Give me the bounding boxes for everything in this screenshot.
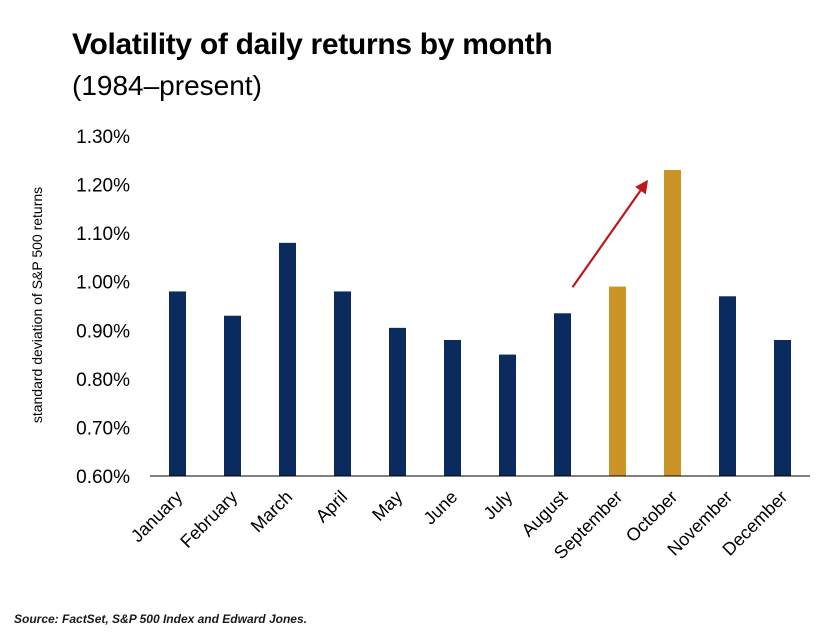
y-tick-label: 1.30% [76, 127, 130, 148]
bar-may [389, 327, 406, 476]
bars [169, 170, 791, 476]
bar-february [224, 315, 241, 476]
chart-title: Volatility of daily returns by month [72, 28, 553, 61]
bar-september [609, 286, 626, 476]
y-tick-label: 0.70% [76, 418, 130, 439]
bar-august [554, 313, 571, 476]
bar-june [444, 340, 461, 476]
y-tick-label: 1.20% [76, 176, 130, 197]
x-tick-label: February [176, 487, 241, 552]
bar-july [499, 354, 516, 476]
x-tick-label: May [368, 487, 406, 525]
trend-arrow [571, 179, 649, 288]
x-tick-label: August [518, 487, 572, 541]
y-axis-title: standard deviation of S&P 500 returns [29, 187, 45, 423]
y-tick-label: 0.80% [76, 370, 130, 391]
bar-november [719, 296, 736, 476]
chart-source: Source: FactSet, S&P 500 Index and Edwar… [14, 612, 307, 626]
x-tick-label: March [247, 487, 297, 537]
x-tick-label: July [480, 487, 517, 524]
bar-april [334, 291, 351, 476]
y-tick-label: 1.00% [76, 273, 130, 294]
bar-january [169, 291, 186, 476]
bar-march [279, 242, 296, 476]
x-tick-label: June [420, 487, 462, 529]
y-tick-label: 0.90% [76, 321, 130, 342]
y-tick-label: 1.10% [76, 224, 130, 245]
y-tick-label: 0.60% [76, 467, 130, 488]
chart-subtitle: (1984–present) [72, 70, 262, 101]
y-axis-ticks: 0.60% 0.70% 0.80% 0.90% 1.00% 1.10% 1.20% 1.30% [76, 127, 130, 488]
x-tick-label: April [312, 487, 352, 527]
bar-october [664, 170, 681, 476]
bar-december [774, 340, 791, 476]
